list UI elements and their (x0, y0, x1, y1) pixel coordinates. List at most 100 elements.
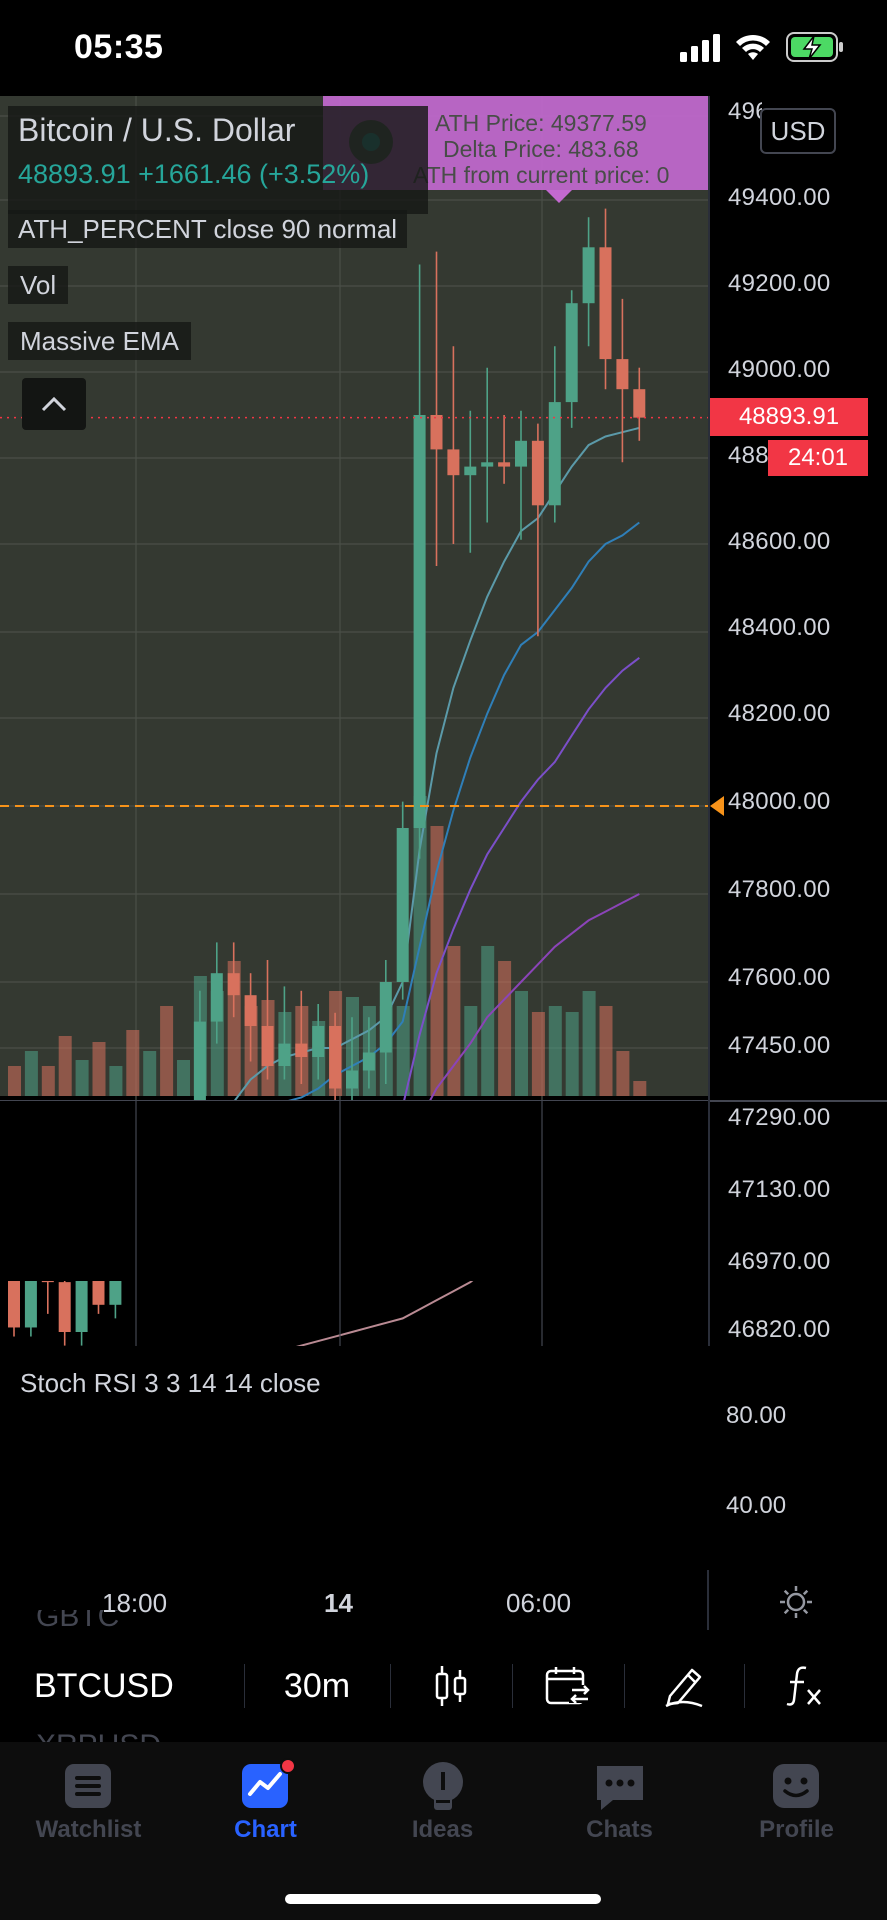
tooltip-line-ath-pct: ATH from current price: 0 (413, 162, 670, 184)
current-price-value: 48893.91 (738, 403, 840, 430)
volume-bar (531, 1012, 545, 1096)
rsi-level-40: 40.00 (726, 1492, 787, 1519)
tab-watchlist[interactable]: Watchlist (0, 1742, 177, 1892)
indicator-legend-ath[interactable]: ATH_PERCENT close 90 normal (8, 210, 408, 248)
bottom-tab-bar: Watchlist Chart Ideas Chats (0, 1742, 887, 1920)
status-time: 05:35 (74, 28, 164, 66)
price-axis-bg (708, 96, 887, 1346)
candle-body (548, 402, 561, 506)
chart-toolbar: GBTC BTCUSD XRPUSD 30m (0, 1610, 887, 1742)
tab-ideas[interactable]: Ideas (354, 1742, 531, 1892)
candle-body (295, 1043, 308, 1057)
smiley-icon (773, 1764, 819, 1808)
candle-body (515, 440, 527, 467)
toolbar-divider (244, 1664, 245, 1708)
prev-symbol-ghost: GBTC (36, 1610, 120, 1633)
candle-body (379, 982, 392, 1053)
price-axis-label: 48400.00 (728, 614, 831, 641)
countdown-value: 24:01 (787, 444, 849, 471)
candle-body (413, 415, 426, 828)
candle-body (531, 440, 544, 506)
candle-body (75, 1268, 88, 1332)
volume-bar (582, 991, 596, 1096)
candle-body (58, 1282, 71, 1332)
candle-body (278, 1043, 291, 1066)
current-price-tag: 48893.91 (710, 398, 868, 436)
tab-label: Profile (759, 1816, 834, 1843)
tab-label: Ideas (411, 1816, 474, 1843)
volume-bar (565, 1012, 579, 1096)
tab-label: Chats (586, 1816, 653, 1843)
settings-sun-icon[interactable] (778, 1584, 814, 1620)
volume-bar (160, 1006, 174, 1096)
axis-divider (708, 96, 710, 1346)
volume-bar (24, 1051, 38, 1096)
volume-bar (396, 1006, 410, 1096)
time-label: 18:00 (102, 1588, 168, 1618)
price-axis-label: 47450.00 (728, 1032, 831, 1059)
tooltip-arrow (546, 190, 572, 203)
volume-bar (143, 1051, 157, 1096)
tab-chats[interactable]: Chats (531, 1742, 708, 1892)
rsi-level-80: 80.00 (726, 1402, 787, 1429)
chat-icon (597, 1766, 643, 1810)
tooltip-line-delta: Delta Price: 483.68 (443, 136, 639, 162)
symbol-selector[interactable]: BTCUSD (20, 1630, 240, 1742)
rsi-title[interactable]: Stoch RSI 3 3 14 14 close (20, 1368, 321, 1398)
price-axis-label: 48200.00 (728, 700, 831, 727)
price-axis-label: 49200.00 (728, 270, 831, 297)
price-axis-label: 46820.00 (728, 1316, 831, 1343)
price-axis-label: 47130.00 (728, 1176, 831, 1203)
indicators-button[interactable] (746, 1630, 862, 1742)
candle-body (633, 389, 646, 418)
toolbar-divider (512, 1664, 513, 1708)
time-label: 14 (324, 1588, 353, 1618)
candle-body (329, 1026, 342, 1089)
price-axis-label: 48600.00 (728, 528, 831, 555)
tab-chart[interactable]: Chart (177, 1742, 354, 1892)
tab-label: Watchlist (35, 1816, 142, 1843)
countdown-tag: 24:01 (768, 440, 868, 476)
volume-bar (58, 1036, 72, 1096)
candle-body (616, 359, 629, 390)
drawing-tools-button[interactable] (626, 1630, 742, 1742)
tab-profile[interactable]: Profile (708, 1742, 885, 1892)
candle-body (599, 247, 612, 360)
price-chart[interactable] (0, 96, 887, 1346)
candle-body (362, 1052, 375, 1071)
volume-bar (109, 1066, 123, 1096)
chevron-up-icon (41, 396, 67, 412)
volume-bar (616, 1051, 630, 1096)
indicator-legend-vol[interactable]: Vol (8, 266, 69, 304)
price-axis-label: 49000.00 (728, 356, 831, 383)
price-axis-label: 46970.00 (728, 1248, 831, 1275)
currency-button[interactable]: USD (760, 108, 836, 154)
volume-bar (430, 826, 444, 1096)
calendar-range-icon (545, 1667, 591, 1705)
tab-label: Chart (234, 1816, 297, 1843)
candle-body (210, 973, 223, 1022)
candle-body (24, 1273, 37, 1328)
next-symbol-ghost: XRPUSD (36, 1726, 161, 1742)
volume-bar (515, 991, 528, 1096)
candle-body (396, 828, 409, 982)
price-change-line: 48893.91 +1661.46 (+3.52%) (18, 159, 370, 189)
price-axis-label: 47290.00 (728, 1104, 831, 1131)
tooltip-line-ath-price: ATH Price: 49377.59 (435, 110, 647, 136)
volume-bar (633, 1081, 647, 1096)
compare-date-button[interactable] (514, 1630, 622, 1742)
status-bar: 05:35 (0, 0, 887, 96)
price-axis-label: 48000.00 (728, 788, 831, 815)
chart-type-button[interactable] (392, 1630, 510, 1742)
home-indicator (285, 1894, 601, 1904)
collapse-legend-button[interactable] (22, 378, 86, 430)
interval-label: 30m (283, 1666, 351, 1705)
wifi-icon (736, 34, 770, 60)
indicator-legend-ema[interactable]: Massive EMA (8, 322, 191, 360)
currency-label: USD (770, 115, 826, 146)
toolbar-divider (744, 1664, 745, 1708)
hline-marker-icon[interactable] (708, 796, 726, 816)
volume-bar (464, 1006, 478, 1096)
interval-selector[interactable]: 30m (246, 1630, 388, 1742)
symbol-legend[interactable]: Bitcoin / U.S. Dollar 48893.91 +1661.46 … (8, 106, 428, 214)
